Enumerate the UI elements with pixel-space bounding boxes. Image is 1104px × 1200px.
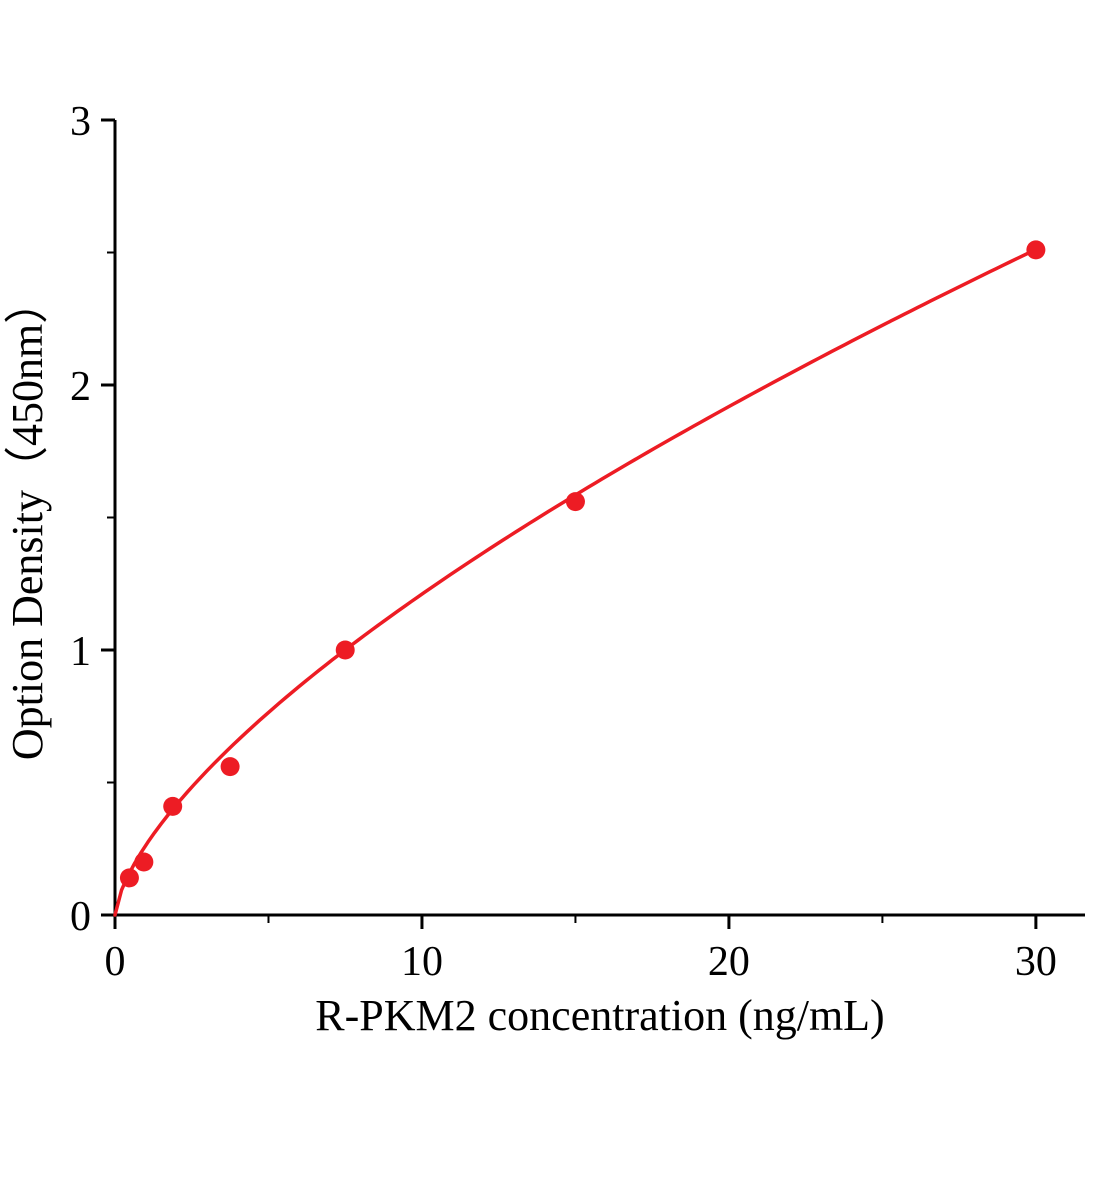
y-tick-label: 3 — [70, 99, 91, 145]
x-tick-label: 0 — [105, 939, 126, 985]
data-point — [1026, 240, 1046, 260]
y-axis-label: Option Density（450nm） — [3, 280, 52, 760]
x-axis-label: R-PKM2 concentration (ng/mL) — [315, 991, 884, 1040]
y-tick-label: 2 — [70, 364, 91, 410]
y-tick-label: 0 — [70, 894, 91, 940]
y-tick-label: 1 — [70, 629, 91, 675]
x-tick-label: 20 — [708, 939, 750, 985]
data-point — [335, 640, 355, 660]
x-tick-label: 30 — [1015, 939, 1057, 985]
data-point — [565, 492, 585, 512]
data-point — [163, 796, 183, 816]
data-point — [119, 868, 139, 888]
plot-area: 0 10 20 30 0 1 2 3 — [70, 99, 1085, 985]
data-point — [220, 757, 240, 777]
fit-line — [113, 247, 1038, 917]
data-point — [134, 852, 154, 872]
x-tick-label: 10 — [401, 939, 443, 985]
